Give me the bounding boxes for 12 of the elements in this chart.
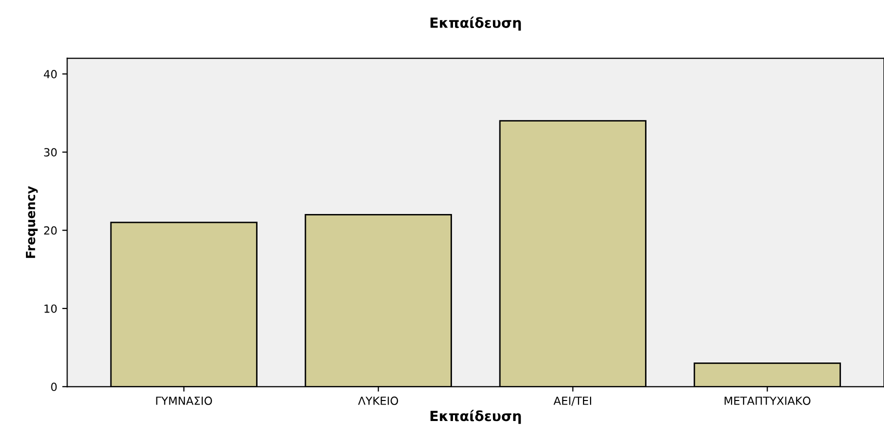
y-tick-label: 40: [44, 70, 57, 78]
chart-title: Εκπαίδευση: [430, 16, 521, 31]
y-tick-label: 30: [44, 148, 57, 157]
x-tick-label: ΓΥΜΝΑΣΙΟ: [156, 396, 212, 405]
y-axis-title: Frequency: [26, 186, 38, 258]
x-tick-label: ΜΕΤΑΠΤΥΧΙΑΚΟ: [724, 396, 810, 405]
y-tick-label: 20: [44, 226, 57, 235]
y-tick-label: 10: [44, 304, 57, 313]
x-axis-title: Εκπαίδευση: [430, 410, 521, 424]
x-tick-label: ΛΥΚΕΙΟ: [358, 396, 398, 405]
x-tick-label: ΑΕΙ/ΤΕΙ: [554, 396, 592, 406]
y-tick-label: 0: [51, 382, 57, 392]
